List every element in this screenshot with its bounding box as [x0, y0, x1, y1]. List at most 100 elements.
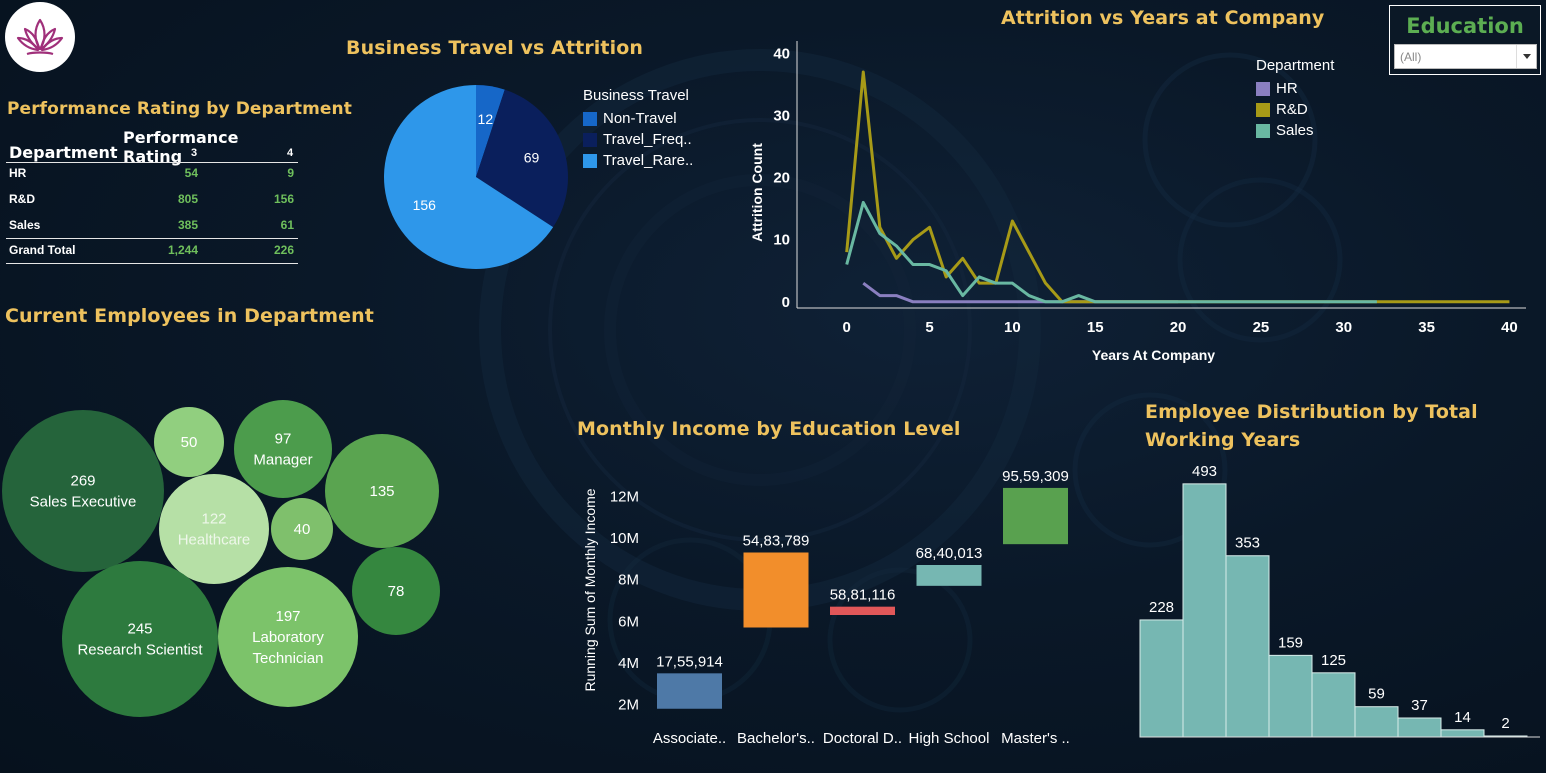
income-value-label: 58,81,116	[830, 587, 896, 604]
table-row[interactable]: Sales 385 61	[6, 216, 298, 236]
income-title: Monthly Income by Education Level	[577, 418, 961, 440]
value-cell: 61	[280, 218, 294, 232]
histogram-value-label: 228	[1149, 599, 1174, 616]
table-divider	[6, 238, 298, 239]
education-filter-label: Education	[1406, 14, 1524, 38]
bubble	[325, 434, 439, 548]
attrition-years-title: Attrition vs Years at Company	[1001, 7, 1325, 29]
bubble-value: 40	[294, 521, 311, 538]
department-legend-title: Department	[1256, 57, 1335, 74]
value-cell: 805	[177, 192, 198, 206]
histogram-value-label: 493	[1192, 463, 1217, 480]
legend-swatch	[583, 111, 597, 126]
bubble	[234, 400, 332, 498]
legend-swatch	[583, 132, 597, 147]
legend-swatch	[1256, 102, 1270, 117]
legend-item-non-travel[interactable]: Non-Travel	[583, 108, 693, 129]
y-tick-label: 2M	[618, 697, 639, 714]
working-years-histogram: 228 493 353 159 125 59 37 14 2	[1139, 463, 1540, 738]
bubble-value: 269	[70, 473, 95, 490]
pie-slice	[383, 85, 554, 269]
income-value-label: 17,55,914	[656, 653, 723, 670]
y-tick-label: 6M	[618, 613, 639, 630]
employees-title: Current Employees in Department	[5, 305, 374, 327]
histogram-bar	[1225, 555, 1270, 738]
table-total-row[interactable]: Grand Total 1,244 226	[6, 241, 298, 261]
histogram-value-label: 159	[1278, 634, 1303, 651]
legend-item-sales[interactable]: Sales	[1256, 120, 1334, 141]
value-cell: 54	[184, 166, 198, 180]
bubble-value: 97	[275, 431, 292, 448]
legend-label: R&D	[1276, 101, 1308, 118]
bubble	[154, 407, 224, 477]
legend-swatch	[1256, 123, 1270, 138]
col-header-4: 4	[287, 147, 294, 159]
income-bar	[1003, 487, 1068, 545]
dept-cell: HR	[9, 166, 27, 180]
table-divider	[6, 162, 298, 163]
x-tick-label: 40	[1501, 319, 1518, 336]
company-logo	[5, 2, 75, 72]
y-tick-label: 0	[782, 294, 790, 311]
travel-pie-chart: 12 69 156	[383, 85, 568, 269]
col-group-header: Performance Rating	[123, 128, 239, 166]
y-tick-label: 4M	[618, 655, 639, 672]
y-axis-label: Running Sum of Monthly Income	[582, 488, 598, 691]
dept-cell: R&D	[9, 192, 35, 206]
x-tick-label: 15	[1087, 319, 1104, 336]
y-tick-label: 12M	[610, 488, 639, 505]
histogram-bar	[1354, 706, 1399, 738]
total-label: Grand Total	[9, 243, 76, 257]
table-row[interactable]: HR 54 9	[6, 164, 298, 184]
education-dropdown[interactable]: (All)	[1394, 44, 1537, 69]
y-tick-label: 10M	[610, 530, 639, 547]
histogram-value-label: 125	[1321, 652, 1346, 669]
histogram-bar	[1440, 729, 1485, 738]
legend-item-travel-frequently[interactable]: Travel_Freq..	[583, 129, 693, 150]
x-tick-label: Associate..	[653, 730, 726, 747]
histogram-bar	[1268, 654, 1313, 738]
bubble	[62, 561, 218, 717]
histogram-bar	[1397, 717, 1442, 738]
x-tick-label: Master's ..	[1001, 730, 1070, 747]
histogram-value-label: 353	[1235, 535, 1260, 552]
col-header-3: 3	[191, 147, 198, 159]
x-tick-label: 10	[1004, 319, 1021, 336]
table-row[interactable]: R&D 805 156	[6, 190, 298, 210]
legend-label: Travel_Rare..	[603, 152, 694, 169]
working-years-title: Employee Distribution by Total Working Y…	[1145, 401, 1478, 451]
pie-slice-label: 156	[413, 197, 437, 213]
x-tick-label: 0	[843, 319, 851, 336]
x-tick-label: 35	[1418, 319, 1435, 336]
table-divider	[6, 263, 298, 264]
bubble-label: Sales Executive	[30, 494, 137, 511]
y-tick-label: 20	[773, 170, 790, 187]
x-tick-label: 25	[1253, 319, 1270, 336]
total-cell: 1,244	[167, 243, 198, 257]
x-axis-label: Years At Company	[1092, 347, 1215, 363]
y-axis-label: Attrition Count	[749, 143, 765, 242]
total-cell: 226	[273, 243, 294, 257]
y-tick-label: 40	[773, 45, 790, 62]
income-value-label: 95,59,309	[1002, 468, 1069, 485]
histogram-value-label: 37	[1411, 697, 1428, 714]
legend-swatch	[583, 153, 597, 168]
y-tick-label: 30	[773, 108, 790, 125]
x-tick-label: 5	[925, 319, 933, 336]
legend-item-rd[interactable]: R&D	[1256, 99, 1334, 120]
value-cell: 156	[273, 192, 294, 206]
legend-swatch	[1256, 81, 1270, 96]
x-tick-label: 30	[1335, 319, 1352, 336]
legend-item-travel-rarely[interactable]: Travel_Rare..	[583, 150, 693, 171]
bubble-label: Manager	[253, 452, 312, 469]
histogram-bar	[1182, 483, 1227, 738]
perf-title: Performance Rating by Department	[7, 99, 352, 119]
travel-legend-title: Business Travel	[583, 87, 689, 104]
x-tick-label: Bachelor's..	[737, 730, 815, 747]
legend-item-hr[interactable]: HR	[1256, 78, 1334, 99]
x-tick-label: High School	[909, 730, 990, 747]
legend-label: Travel_Freq..	[603, 131, 692, 148]
histogram-value-label: 2	[1501, 715, 1509, 732]
chevron-down-icon[interactable]	[1516, 45, 1536, 68]
bubble	[2, 410, 164, 572]
